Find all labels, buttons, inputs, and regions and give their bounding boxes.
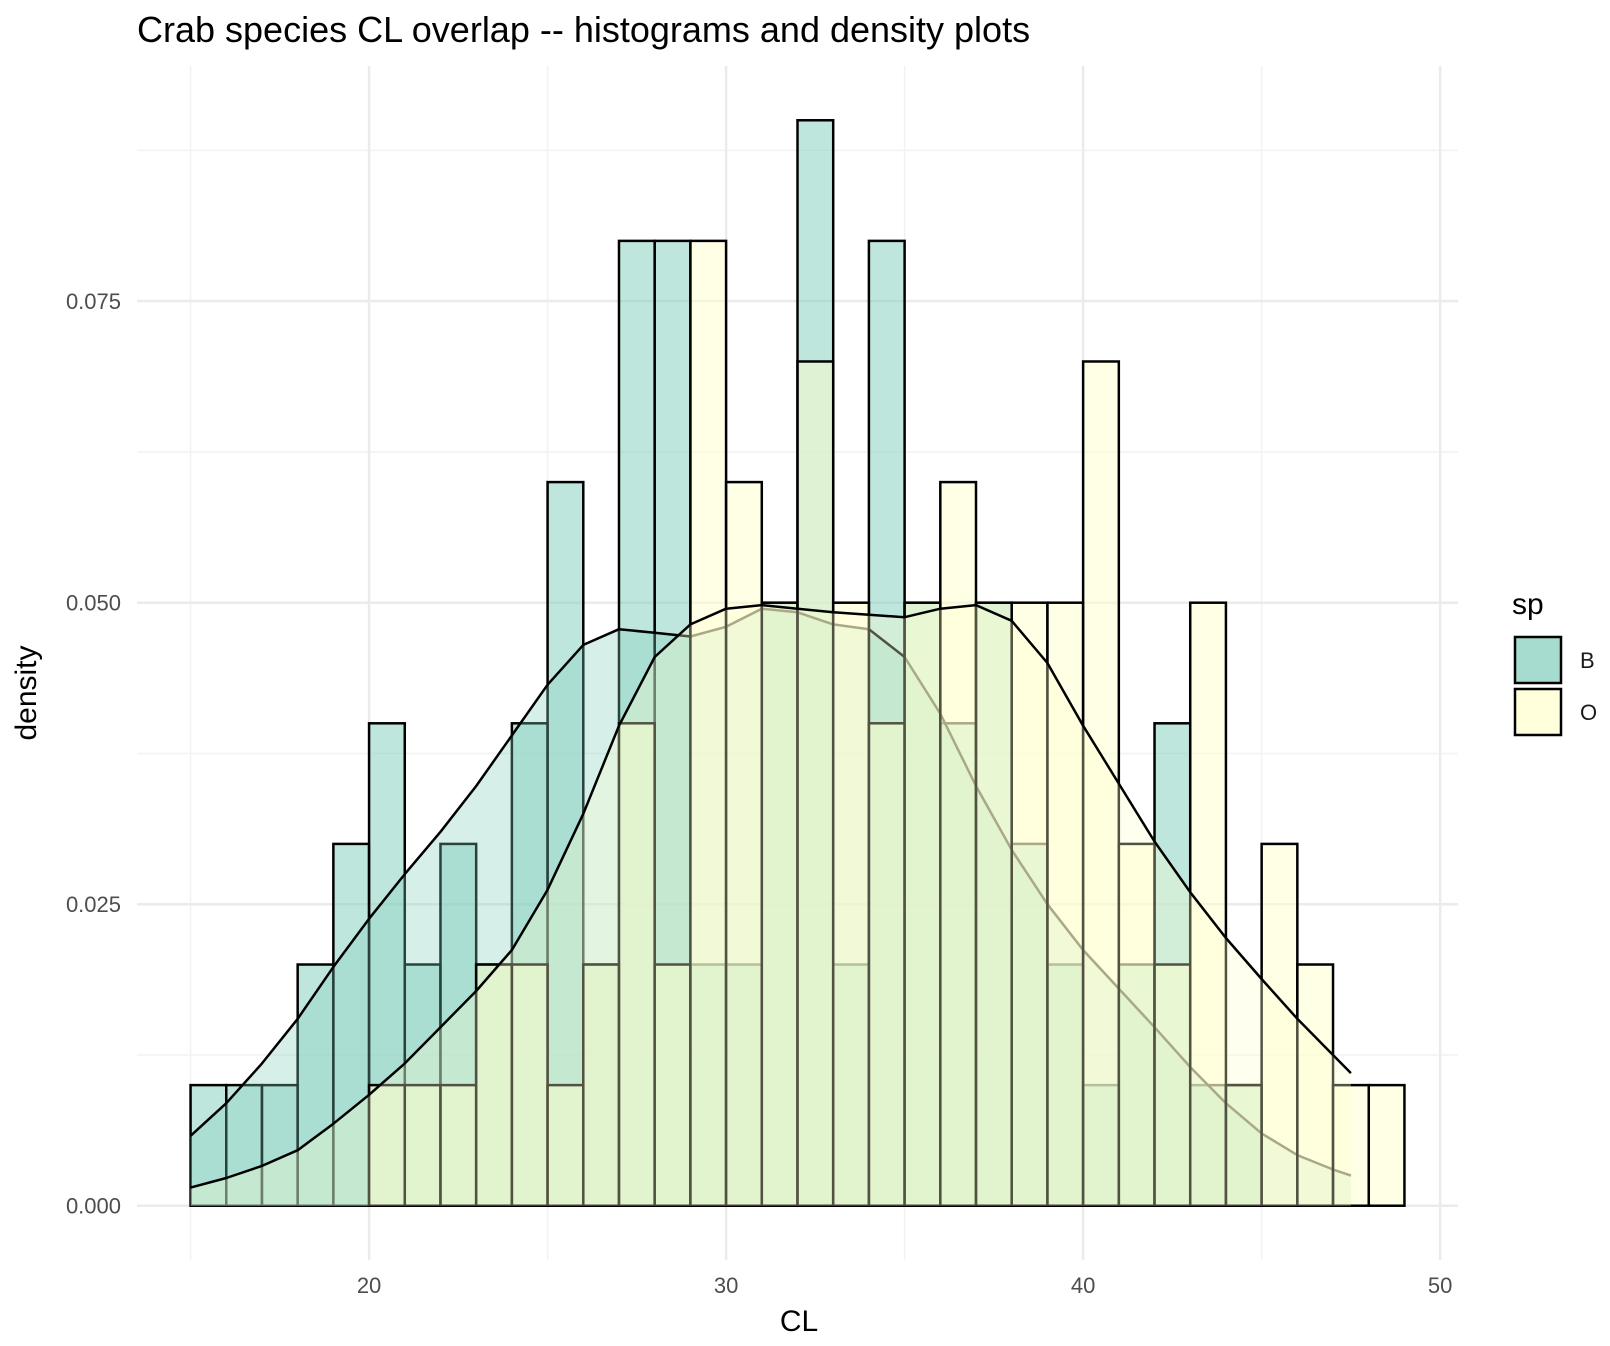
density-line-O (190, 603, 1352, 1189)
legend-label-O: O (1580, 700, 1597, 725)
histogram-bar-O (939, 480, 978, 1207)
x-tick-label: 50 (1428, 1273, 1452, 1298)
histogram-bar-O (403, 1083, 442, 1207)
histogram-bar-O (1188, 601, 1228, 1207)
histogram-bar-B (260, 1083, 299, 1207)
legend-items: BO (1513, 635, 1597, 737)
histogram-O (367, 239, 1406, 1207)
legend-label-B: B (1580, 648, 1595, 673)
histogram-bar-O (724, 480, 764, 1207)
x-tick-label: 30 (714, 1273, 738, 1298)
histogram-bar-O (1117, 842, 1156, 1207)
y-axis-title: density (10, 645, 43, 740)
density-area-O (190, 605, 1351, 1206)
histogram-bar-B (332, 842, 371, 1207)
histogram-bar-O (903, 601, 942, 1207)
histogram-bar-O (439, 1083, 478, 1207)
legend-key-O (1513, 687, 1563, 737)
histogram-bar-O (510, 963, 549, 1207)
histogram-bar-O (1296, 963, 1335, 1207)
histogram-bar-O (1224, 1083, 1263, 1207)
x-tick-label: 20 (357, 1273, 381, 1298)
y-axis-ticks: 0.000 0.025 0.050 0.075 (66, 289, 121, 1219)
histogram-bar-O (760, 601, 799, 1207)
x-tick-label: 40 (1071, 1273, 1095, 1298)
x-axis-title: CL (780, 1305, 818, 1338)
histogram-bar-O (1010, 601, 1049, 1207)
chart-title: Crab species CL overlap -- histograms an… (137, 9, 1030, 50)
y-tick-label: 0.000 (66, 1194, 121, 1219)
histogram-bar-O (1367, 1083, 1406, 1207)
histogram-bar-O (1046, 601, 1085, 1207)
y-tick-label: 0.025 (66, 892, 121, 917)
y-tick-label: 0.050 (66, 591, 121, 616)
legend-key-B (1513, 635, 1563, 685)
histogram-bar-O (831, 601, 871, 1207)
y-tick-label: 0.075 (66, 289, 121, 314)
histogram-bar-O (1081, 360, 1121, 1207)
legend: sp BO (1512, 588, 1597, 737)
density-O (190, 603, 1352, 1206)
x-axis-ticks: 20 30 40 50 (357, 1273, 1453, 1298)
legend-title: sp (1512, 588, 1544, 621)
histogram-bar-O (617, 722, 656, 1207)
histogram-bar-O (653, 963, 692, 1207)
